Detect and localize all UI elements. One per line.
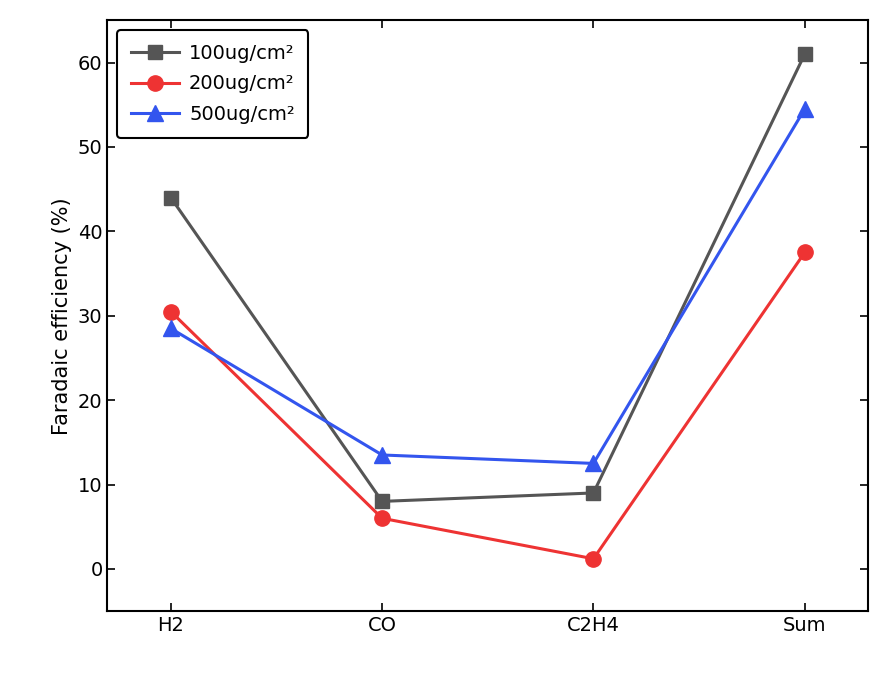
100ug/cm² [798,50,809,58]
100ug/cm² [587,489,598,497]
500ug/cm² [165,325,176,333]
200ug/cm² [165,308,176,316]
500ug/cm² [376,451,387,459]
100ug/cm² [165,194,176,202]
200ug/cm² [587,555,598,563]
500ug/cm² [587,460,598,468]
Y-axis label: Faradaic efficiency (%): Faradaic efficiency (%) [52,197,72,435]
Line: 100ug/cm²: 100ug/cm² [164,47,811,509]
500ug/cm² [798,105,809,113]
200ug/cm² [798,249,809,257]
Line: 500ug/cm²: 500ug/cm² [163,101,812,471]
Line: 200ug/cm²: 200ug/cm² [163,245,812,566]
200ug/cm² [376,514,387,522]
100ug/cm² [376,497,387,505]
Legend: 100ug/cm², 200ug/cm², 500ug/cm²: 100ug/cm², 200ug/cm², 500ug/cm² [117,30,308,138]
